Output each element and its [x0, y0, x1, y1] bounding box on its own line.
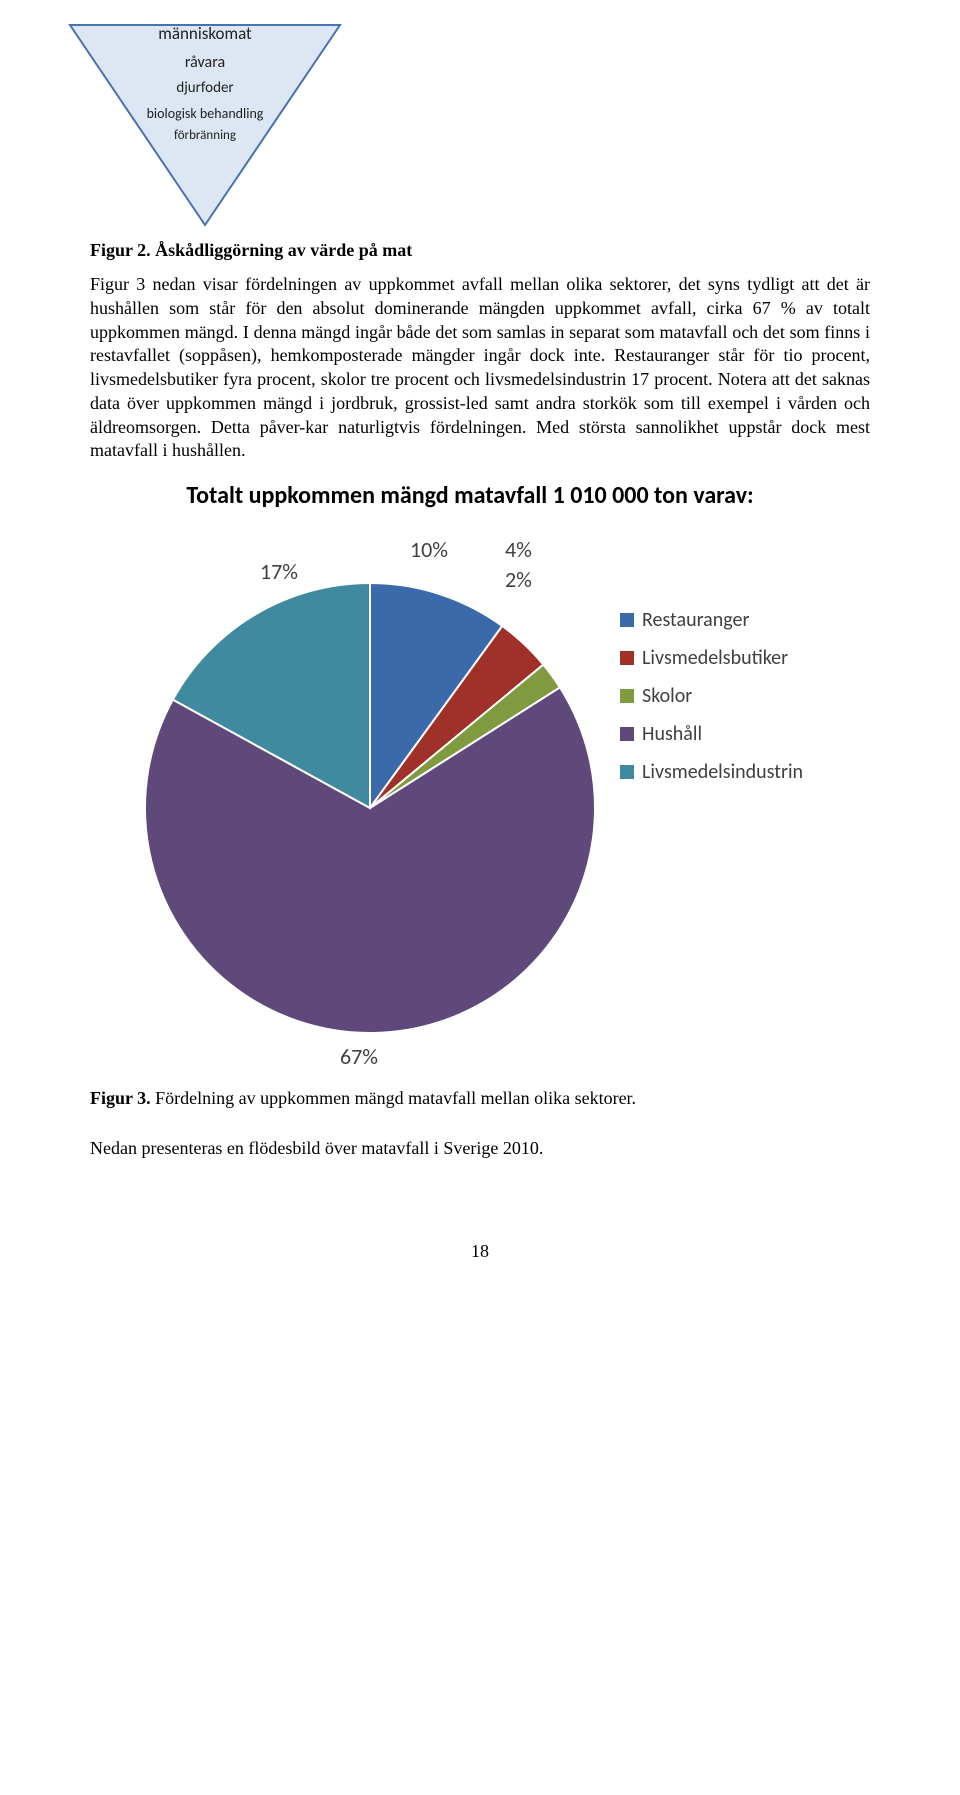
triangle-tier-label: förbränning	[60, 125, 350, 147]
legend-label: Restauranger	[642, 608, 749, 632]
triangle-tier-label: råvara	[60, 49, 350, 76]
legend-item: Livsmedelsbutiker	[620, 646, 803, 670]
legend-swatch	[620, 765, 634, 779]
legend-item: Livsmedelsindustrin	[620, 760, 803, 784]
chart-legend: Restauranger Livsmedelsbutiker Skolor Hushå…	[620, 518, 803, 798]
pie-chart-block: Totalt uppkommen mängd matavfall 1 010 0…	[80, 481, 860, 1078]
legend-item: Skolor	[620, 684, 803, 708]
legend-item: Hushåll	[620, 722, 803, 746]
pie-percent-label: 17%	[260, 558, 298, 585]
legend-item: Restauranger	[620, 608, 803, 632]
pie-column: 10% 4% 2% 67% 17%	[80, 518, 620, 1078]
pie-percent-label: 4%	[505, 536, 532, 563]
pie-percent-label: 67%	[340, 1043, 378, 1070]
figure2-caption: Figur 2. Åskådliggörning av värde på mat	[90, 240, 870, 261]
legend-swatch	[620, 651, 634, 665]
triangle-tier-label: djurfoder	[60, 76, 350, 102]
chart-title: Totalt uppkommen mängd matavfall 1 010 0…	[80, 481, 860, 510]
legend-label: Livsmedelsbutiker	[642, 646, 788, 670]
triangle-diagram: människomatråvaradjurfoderbiologisk beha…	[60, 20, 350, 230]
legend-label: Skolor	[642, 684, 692, 708]
triangle-tier-label: biologisk behandling	[60, 102, 350, 126]
pie-svg	[80, 518, 620, 1078]
legend-swatch	[620, 689, 634, 703]
pie-percent-label: 10%	[410, 536, 448, 563]
figure3-caption-bold: Figur 3.	[90, 1088, 151, 1108]
legend-label: Livsmedelsindustrin	[642, 760, 803, 784]
legend-label: Hushåll	[642, 722, 702, 746]
pie-percent-label: 2%	[505, 566, 532, 593]
legend-swatch	[620, 727, 634, 741]
triangle-tier-label: människomat	[60, 20, 350, 49]
paragraph-1: Figur 3 nedan visar fördelningen av uppk…	[90, 273, 870, 463]
legend-swatch	[620, 613, 634, 627]
figure2-caption-text: Figur 2. Åskådliggörning av värde på mat	[90, 240, 412, 260]
closing-paragraph: Nedan presenteras en flödesbild över mat…	[90, 1137, 870, 1161]
figure3-caption: Figur 3. Fördelning av uppkommen mängd m…	[90, 1088, 870, 1109]
page-number: 18	[90, 1241, 870, 1262]
triangle-labels: människomatråvaradjurfoderbiologisk beha…	[60, 20, 350, 147]
figure3-caption-rest: Fördelning av uppkommen mängd matavfall …	[151, 1088, 636, 1108]
